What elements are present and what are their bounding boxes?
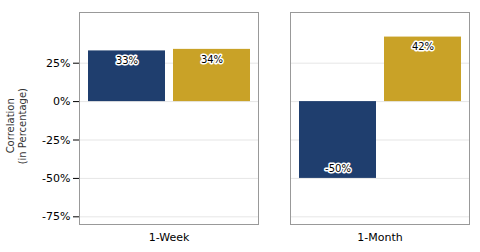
svg-text:34%: 34%	[201, 54, 223, 65]
svg-text:-50%: -50%	[42, 172, 70, 185]
html-text:Correlation (in Percentage): Correlation (in Percentage)	[5, 87, 28, 165]
svg-text:42%: 42%	[412, 41, 434, 52]
svg-text:1-Month: 1-Month	[357, 231, 402, 244]
svg-text:25%: 25%	[46, 57, 70, 70]
svg-text:33%: 33%	[116, 55, 138, 66]
svg-text:0%: 0%	[53, 95, 70, 108]
svg-text:-75%: -75%	[42, 210, 70, 223]
svg-text:1-Week: 1-Week	[149, 231, 190, 244]
svg-text:-50%: -50%	[325, 163, 351, 174]
svg-text:-25%: -25%	[42, 134, 70, 147]
